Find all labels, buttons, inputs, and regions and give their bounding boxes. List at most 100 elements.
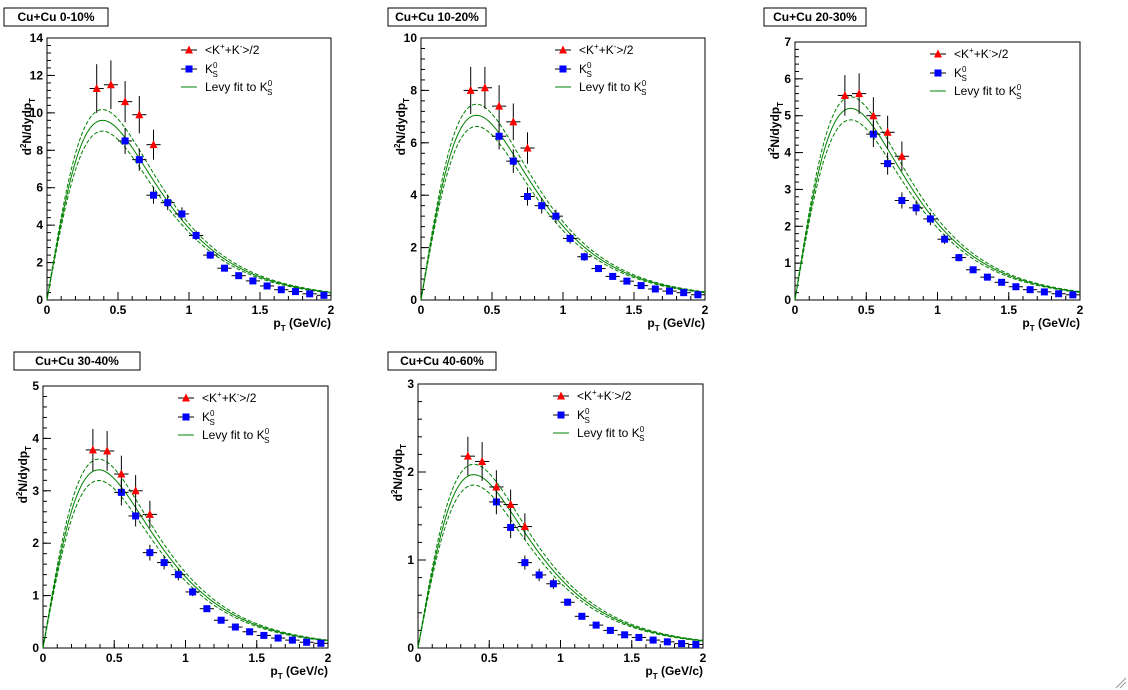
title-box xyxy=(3,7,109,27)
k0s-point xyxy=(595,265,602,273)
plot-frame xyxy=(420,37,706,301)
k0s-point xyxy=(1026,286,1034,294)
legend-triangle-marker xyxy=(182,393,190,402)
legend-charged-kaon: <K++K->/2 xyxy=(577,388,632,403)
legend-square-marker xyxy=(185,65,193,73)
x-tick-label: 1 xyxy=(934,303,941,317)
x-tick-label: 1 xyxy=(186,303,193,317)
k0s-point xyxy=(955,254,963,262)
x-tick-label: 2 xyxy=(702,303,709,317)
legend-charged-kaon: <K++K->/2 xyxy=(954,46,1009,61)
x-tick-label: 0.5 xyxy=(106,651,123,665)
charged-kaon-point xyxy=(480,83,489,92)
k0s-point xyxy=(306,290,314,298)
k0s-point xyxy=(649,636,657,644)
charged-kaon-point xyxy=(145,509,154,518)
fit-band-curve xyxy=(794,96,1081,300)
x-tick-label: 1 xyxy=(560,303,567,317)
y-tick-label: 2 xyxy=(410,241,417,255)
charged-kaon-point xyxy=(840,90,849,99)
charged-kaon-point xyxy=(135,110,144,119)
y-axis-label: d2N/dydpT xyxy=(767,102,785,159)
charged-kaon-point xyxy=(478,456,487,465)
k0s-point xyxy=(206,251,214,259)
k0s-point xyxy=(926,215,934,223)
y-tick-label: 0 xyxy=(407,641,414,655)
legend-k0s: K0 S xyxy=(579,61,592,79)
y-tick-label: 2 xyxy=(32,536,39,550)
legend-triangle-marker xyxy=(934,49,942,58)
fit-curve xyxy=(42,469,329,649)
x-tick-label: 1 xyxy=(182,651,189,665)
y-axis-label: d2N/dydpT xyxy=(15,446,33,503)
y-tick-label: 6 xyxy=(410,136,417,150)
y-tick-label: 5 xyxy=(32,379,39,393)
y-tick-label: 0 xyxy=(32,641,39,655)
panel-1: Cu+Cu 0-10% 0 0.5 1 1.5 2 0 2 4 6 8 10 12 14 pT (GeV/c… xyxy=(3,7,335,333)
fit-curve xyxy=(420,114,706,301)
x-tick-label: 0 xyxy=(418,303,425,317)
legend-k0s: K0 S xyxy=(202,409,215,427)
k0s-point xyxy=(578,612,586,620)
charged-kaon-point xyxy=(92,84,101,93)
k0s-point xyxy=(121,137,129,145)
x-tick-label: 0 xyxy=(415,651,422,665)
k0s-point xyxy=(274,634,282,642)
title-box xyxy=(13,351,141,371)
x-axis-label: pT (GeV/c) xyxy=(647,316,705,333)
y-axis-label: d2N/dydpT xyxy=(19,98,37,155)
charged-kaon-point xyxy=(883,127,892,136)
x-tick-label: 0 xyxy=(44,303,51,317)
k0s-point xyxy=(535,571,543,579)
y-tick-label: 4 xyxy=(410,188,417,202)
k0s-point xyxy=(651,285,659,293)
panel-title: Cu+Cu 0-10% xyxy=(17,10,94,24)
charged-kaon-point xyxy=(506,500,515,509)
k0s-point xyxy=(495,132,503,140)
x-tick-label: 1 xyxy=(557,651,564,665)
k0s-point xyxy=(507,523,515,531)
fit-band-curve xyxy=(420,125,706,301)
resize-grip-icon[interactable] xyxy=(1115,677,1127,689)
k0s-point xyxy=(552,212,560,220)
panel-title: Cu+Cu 10-20% xyxy=(395,10,479,24)
k0s-point xyxy=(303,638,311,646)
k0s-point xyxy=(235,272,243,280)
k0s-point xyxy=(983,273,991,281)
y-tick-label: 10 xyxy=(30,106,44,120)
plot-frame xyxy=(794,41,1081,301)
charged-kaon-point xyxy=(463,451,472,460)
panel-3: Cu+Cu 20-30% 0 0.5 1 1.5 2 0 1 2 3 4 5 6 7 pT (GeV/c) d… xyxy=(763,7,1084,333)
panel-title: Cu+Cu 20-30% xyxy=(773,10,857,24)
title-box xyxy=(387,7,487,27)
k0s-point xyxy=(317,639,325,647)
legend-k0s: K0 S xyxy=(577,407,590,425)
k0s-point xyxy=(549,580,557,588)
legend-charged-kaon: <K++K->/2 xyxy=(579,42,634,57)
k0s-point xyxy=(1040,288,1048,296)
y-tick-label: 0 xyxy=(36,293,43,307)
y-tick-label: 1 xyxy=(32,589,39,603)
k0s-point xyxy=(592,621,600,629)
legend-levy-fit: Levy fit to K0 S xyxy=(579,79,647,97)
k0s-point xyxy=(912,204,920,212)
x-tick-label: 1.5 xyxy=(623,651,640,665)
x-axis-label: pT (GeV/c) xyxy=(273,316,331,333)
y-tick-label: 4 xyxy=(784,146,791,160)
charged-kaon-point xyxy=(897,151,906,160)
charged-kaon-point xyxy=(523,143,532,152)
x-axis-label: pT (GeV/c) xyxy=(270,664,328,681)
k0s-point xyxy=(221,264,228,272)
k0s-point xyxy=(277,286,285,294)
k0s-point xyxy=(564,598,572,606)
x-tick-label: 2 xyxy=(325,651,332,665)
k0s-point xyxy=(606,626,614,634)
charged-kaon-point xyxy=(103,446,112,455)
legend-square-marker xyxy=(557,411,565,419)
k0s-point xyxy=(178,210,186,218)
